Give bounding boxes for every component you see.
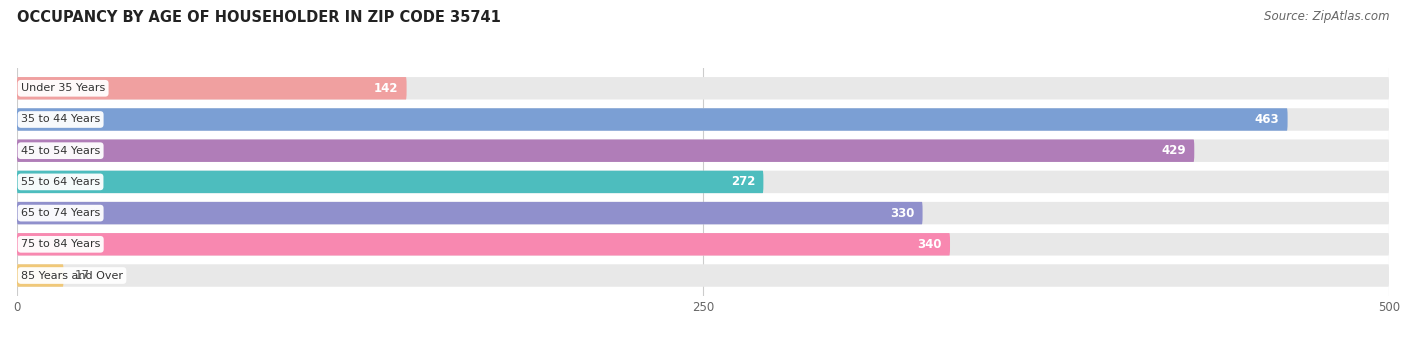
Text: Source: ZipAtlas.com: Source: ZipAtlas.com <box>1264 10 1389 23</box>
Text: 142: 142 <box>374 82 398 95</box>
Text: 45 to 54 Years: 45 to 54 Years <box>21 146 100 156</box>
Text: 330: 330 <box>890 207 914 220</box>
Text: 429: 429 <box>1161 144 1187 157</box>
Text: 75 to 84 Years: 75 to 84 Years <box>21 239 100 249</box>
FancyBboxPatch shape <box>17 139 1389 162</box>
Text: Under 35 Years: Under 35 Years <box>21 83 105 93</box>
Text: 55 to 64 Years: 55 to 64 Years <box>21 177 100 187</box>
FancyBboxPatch shape <box>17 171 763 193</box>
FancyBboxPatch shape <box>17 108 1389 131</box>
Text: 340: 340 <box>917 238 942 251</box>
Text: 463: 463 <box>1254 113 1279 126</box>
Text: 85 Years and Over: 85 Years and Over <box>21 271 122 280</box>
FancyBboxPatch shape <box>17 77 1389 100</box>
FancyBboxPatch shape <box>17 139 1194 162</box>
Text: 35 to 44 Years: 35 to 44 Years <box>21 115 100 124</box>
FancyBboxPatch shape <box>17 264 63 287</box>
FancyBboxPatch shape <box>17 233 1389 256</box>
Text: 65 to 74 Years: 65 to 74 Years <box>21 208 100 218</box>
Text: 272: 272 <box>731 175 755 188</box>
FancyBboxPatch shape <box>17 108 1288 131</box>
FancyBboxPatch shape <box>17 202 922 224</box>
FancyBboxPatch shape <box>17 77 406 100</box>
Text: 17: 17 <box>75 269 90 282</box>
FancyBboxPatch shape <box>17 202 1389 224</box>
FancyBboxPatch shape <box>17 264 1389 287</box>
FancyBboxPatch shape <box>17 233 950 256</box>
FancyBboxPatch shape <box>17 171 1389 193</box>
Text: OCCUPANCY BY AGE OF HOUSEHOLDER IN ZIP CODE 35741: OCCUPANCY BY AGE OF HOUSEHOLDER IN ZIP C… <box>17 10 501 25</box>
